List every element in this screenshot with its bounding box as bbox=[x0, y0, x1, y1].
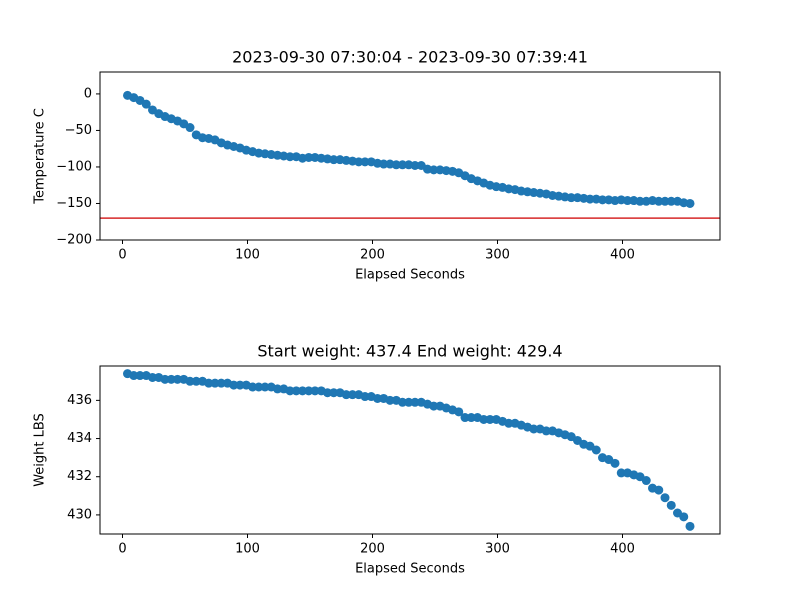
x-tick-label: 400 bbox=[610, 248, 635, 263]
data-point bbox=[379, 159, 389, 169]
data-point bbox=[341, 390, 351, 400]
data-point bbox=[454, 407, 464, 417]
x-tick-label: 0 bbox=[118, 542, 126, 557]
data-point bbox=[429, 401, 439, 411]
data-point bbox=[354, 157, 364, 167]
x-tick-label: 400 bbox=[610, 542, 635, 557]
data-point bbox=[216, 378, 226, 388]
x-tick-label: 300 bbox=[485, 248, 510, 263]
y-tick-label: 432 bbox=[67, 469, 92, 484]
y-tick-label: 430 bbox=[67, 507, 92, 522]
y-tick-label: −150 bbox=[56, 196, 92, 211]
data-point bbox=[360, 392, 370, 402]
x-tick-label: 200 bbox=[360, 542, 385, 557]
data-point bbox=[348, 390, 357, 400]
data-point bbox=[616, 468, 626, 478]
data-point bbox=[660, 493, 670, 503]
data-point bbox=[654, 485, 664, 495]
y-tick-label: −50 bbox=[65, 123, 92, 138]
data-point bbox=[635, 196, 645, 206]
data-point bbox=[410, 397, 420, 407]
data-point bbox=[360, 157, 370, 167]
data-point bbox=[148, 372, 157, 382]
data-point bbox=[129, 371, 139, 381]
data-point bbox=[291, 386, 301, 396]
data-point bbox=[398, 397, 407, 407]
data-point bbox=[373, 393, 382, 403]
data-point bbox=[429, 165, 439, 175]
axes-frame bbox=[99, 71, 721, 241]
data-point bbox=[304, 152, 314, 162]
data-point bbox=[248, 382, 257, 392]
data-point bbox=[229, 380, 239, 390]
data-point bbox=[679, 512, 689, 522]
data-point bbox=[685, 198, 695, 208]
x-tick-label: 0 bbox=[118, 248, 126, 263]
data-point bbox=[185, 123, 195, 133]
data-point bbox=[254, 382, 264, 392]
data-point bbox=[298, 386, 307, 396]
x-tick-label: 200 bbox=[360, 248, 385, 263]
data-point bbox=[273, 384, 282, 394]
data-point bbox=[185, 376, 195, 386]
y-tick-label: −100 bbox=[56, 159, 92, 174]
data-point bbox=[135, 371, 145, 381]
data-point bbox=[529, 424, 539, 434]
data-point bbox=[210, 378, 220, 388]
data-point bbox=[504, 418, 514, 428]
data-point bbox=[598, 195, 607, 205]
data-point bbox=[666, 196, 676, 206]
data-point bbox=[460, 413, 470, 423]
y-tick-label: −200 bbox=[56, 233, 92, 248]
data-point bbox=[191, 376, 201, 386]
data-point bbox=[479, 414, 489, 424]
axes-frame bbox=[99, 365, 721, 535]
data-point bbox=[466, 413, 476, 423]
x-tick-label: 100 bbox=[235, 542, 260, 557]
data-point bbox=[623, 196, 632, 206]
data-point bbox=[304, 386, 314, 396]
y-tick-label: 434 bbox=[67, 431, 92, 446]
data-point bbox=[685, 521, 695, 531]
data-point bbox=[410, 160, 420, 170]
data-point bbox=[641, 476, 651, 486]
data-point bbox=[160, 374, 170, 384]
data-point bbox=[660, 196, 670, 206]
x-axis-label: Elapsed Seconds bbox=[355, 268, 465, 283]
x-tick-label: 300 bbox=[485, 542, 510, 557]
data-point bbox=[173, 374, 182, 384]
y-tick-label: 436 bbox=[67, 393, 92, 408]
data-point bbox=[541, 426, 551, 436]
data-point bbox=[485, 414, 495, 424]
y-axis-label: Temperature C bbox=[33, 108, 48, 205]
data-point bbox=[398, 160, 407, 170]
data-point bbox=[329, 155, 339, 165]
x-tick-label: 100 bbox=[235, 248, 260, 263]
data-point bbox=[285, 386, 295, 396]
data-point bbox=[610, 458, 620, 468]
data-point bbox=[310, 386, 320, 396]
y-axis-label: Weight LBS bbox=[33, 413, 48, 487]
data-point bbox=[260, 382, 270, 392]
data-point bbox=[391, 160, 401, 170]
y-tick-label: 0 bbox=[84, 86, 92, 101]
data-point bbox=[141, 99, 151, 109]
data-point bbox=[323, 388, 332, 398]
data-point bbox=[235, 380, 245, 390]
data-point bbox=[404, 397, 414, 407]
data-point bbox=[285, 152, 295, 162]
data-point bbox=[566, 193, 576, 203]
x-axis-label: Elapsed Seconds bbox=[355, 562, 465, 577]
data-point bbox=[166, 374, 176, 384]
data-point bbox=[591, 445, 601, 455]
data-point bbox=[585, 194, 595, 204]
data-point bbox=[329, 388, 339, 398]
data-point bbox=[385, 395, 395, 405]
chart-title: 2023-09-30 07:30:04 - 2023-09-30 07:39:4… bbox=[232, 48, 588, 67]
data-point bbox=[666, 500, 676, 510]
data-point bbox=[204, 378, 214, 388]
data-point bbox=[654, 196, 664, 206]
chart-title: Start weight: 437.4 End weight: 429.4 bbox=[257, 342, 562, 361]
